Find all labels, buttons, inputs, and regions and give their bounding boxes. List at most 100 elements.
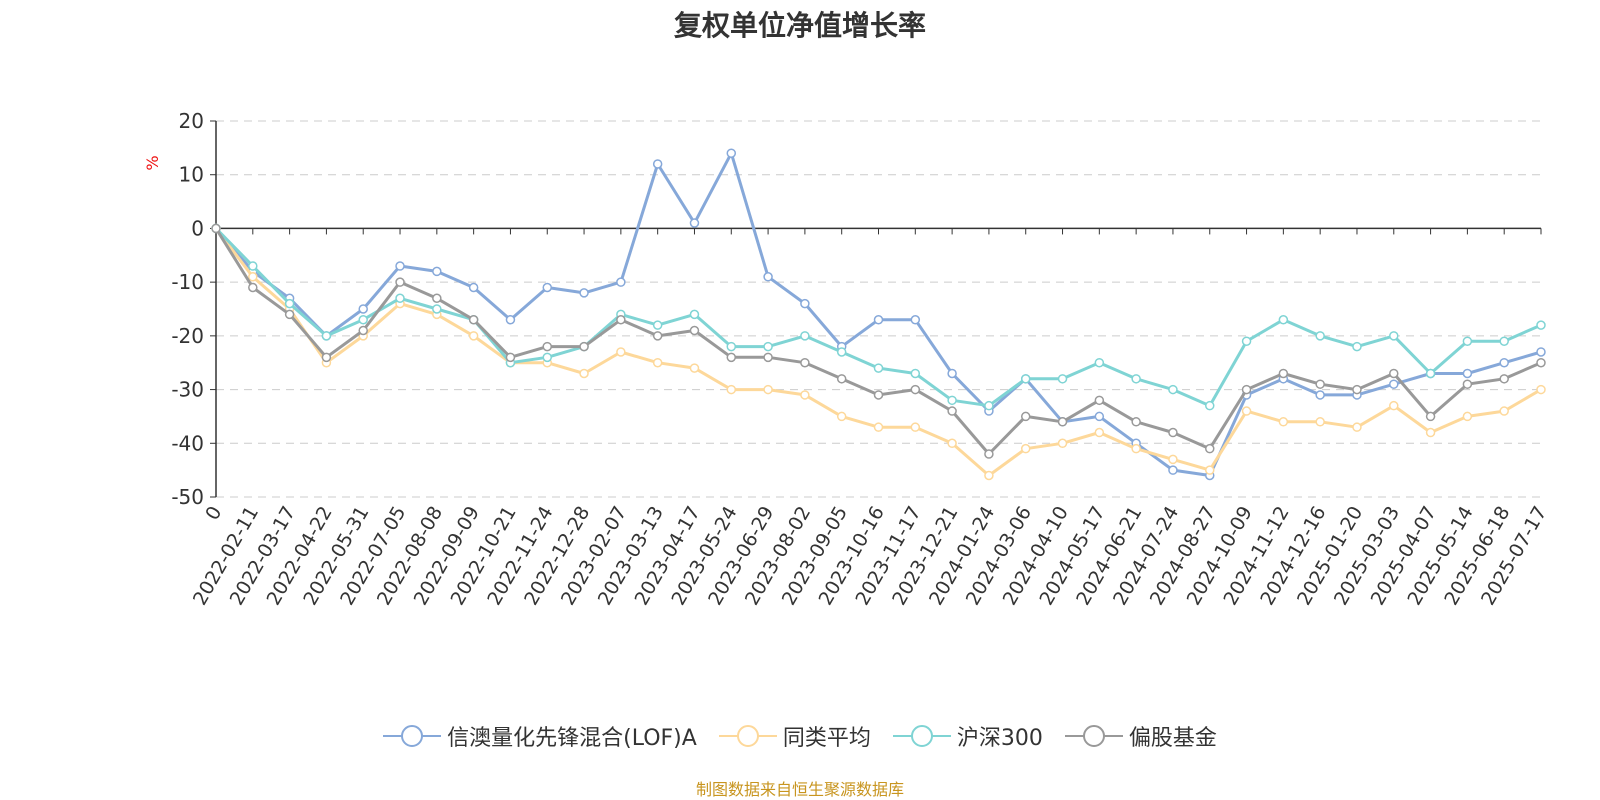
data-point[interactable] [836, 374, 847, 384]
data-point[interactable] [873, 363, 884, 373]
data-point[interactable] [616, 314, 626, 325]
data-point[interactable] [910, 314, 921, 325]
data-point[interactable] [726, 384, 737, 395]
data-point[interactable] [1352, 384, 1362, 395]
data-point[interactable] [1389, 400, 1399, 411]
data-point[interactable] [1168, 465, 1178, 475]
data-point[interactable] [542, 352, 552, 363]
data-point[interactable] [1352, 422, 1362, 432]
data-point[interactable] [689, 218, 700, 228]
data-point[interactable] [910, 422, 921, 432]
data-point[interactable] [1020, 443, 1031, 454]
data-point[interactable] [321, 331, 332, 341]
data-point[interactable] [1389, 368, 1399, 379]
legend-item-1[interactable]: 同类平均 [718, 720, 871, 752]
data-point[interactable] [1536, 384, 1546, 395]
data-point[interactable] [1168, 427, 1178, 438]
data-point[interactable] [1425, 411, 1436, 422]
data-point[interactable] [873, 422, 884, 432]
data-point[interactable] [1315, 417, 1325, 427]
data-point[interactable] [468, 282, 479, 293]
data-point[interactable] [1057, 438, 1068, 449]
data-point[interactable] [358, 304, 368, 314]
data-point[interactable] [689, 325, 700, 336]
data-point[interactable] [800, 390, 810, 400]
data-point[interactable] [1315, 390, 1325, 400]
data-point[interactable] [1205, 400, 1215, 411]
data-point[interactable] [1241, 406, 1252, 416]
data-point[interactable] [726, 148, 737, 158]
legend-item-0[interactable]: 信澳量化先锋混合(LOF)A [383, 720, 697, 752]
data-point[interactable] [505, 352, 516, 363]
data-point[interactable] [321, 352, 332, 363]
data-point[interactable] [1131, 417, 1141, 427]
data-point[interactable] [836, 411, 847, 422]
data-point[interactable] [1094, 411, 1105, 422]
data-point[interactable] [689, 363, 700, 373]
data-point[interactable] [432, 293, 442, 304]
data-point[interactable] [1278, 314, 1289, 325]
data-point[interactable] [1020, 374, 1031, 384]
data-point[interactable] [910, 368, 921, 379]
data-point[interactable] [1278, 417, 1289, 427]
data-point[interactable] [652, 159, 663, 169]
data-point[interactable] [763, 352, 773, 363]
data-point[interactable] [1462, 368, 1473, 379]
data-point[interactable] [763, 384, 773, 395]
data-point[interactable] [395, 277, 405, 287]
data-point[interactable] [910, 384, 921, 395]
data-point[interactable] [579, 368, 589, 379]
data-point[interactable] [395, 261, 405, 271]
data-point[interactable] [1168, 384, 1178, 395]
data-point[interactable] [800, 298, 810, 309]
data-point[interactable] [984, 400, 994, 411]
data-point[interactable] [579, 341, 589, 352]
data-point[interactable] [468, 314, 479, 325]
data-point[interactable] [1131, 374, 1141, 384]
data-point[interactable] [1094, 395, 1105, 406]
data-point[interactable] [1315, 331, 1325, 341]
data-point[interactable] [1499, 336, 1509, 346]
data-point[interactable] [1352, 341, 1362, 352]
data-point[interactable] [1499, 357, 1509, 368]
data-point[interactable] [542, 341, 552, 352]
data-point[interactable] [800, 331, 810, 341]
data-point[interactable] [1020, 411, 1031, 422]
data-point[interactable] [248, 282, 258, 293]
data-point[interactable] [1278, 368, 1289, 379]
data-point[interactable] [1462, 336, 1473, 346]
legend-item-3[interactable]: 偏股基金 [1064, 720, 1217, 752]
data-point[interactable] [1499, 406, 1509, 416]
data-point[interactable] [395, 293, 405, 304]
data-point[interactable] [652, 357, 663, 368]
data-point[interactable] [1462, 411, 1473, 422]
data-point[interactable] [800, 357, 810, 368]
data-point[interactable] [1057, 417, 1068, 427]
data-point[interactable] [1241, 384, 1252, 395]
data-point[interactable] [947, 406, 957, 416]
data-point[interactable] [1315, 379, 1325, 389]
data-point[interactable] [947, 368, 957, 379]
data-point[interactable] [248, 261, 258, 271]
data-point[interactable] [984, 449, 994, 459]
data-point[interactable] [616, 277, 626, 287]
data-point[interactable] [1425, 368, 1436, 379]
data-point[interactable] [836, 347, 847, 357]
data-point[interactable] [763, 272, 773, 282]
data-point[interactable] [1536, 357, 1546, 368]
data-point[interactable] [1241, 336, 1252, 346]
data-point[interactable] [505, 314, 516, 325]
data-point[interactable] [284, 298, 295, 309]
data-point[interactable] [1094, 427, 1105, 438]
data-point[interactable] [616, 347, 626, 357]
data-point[interactable] [358, 314, 368, 325]
data-point[interactable] [1205, 443, 1215, 454]
data-point[interactable] [763, 341, 773, 352]
data-point[interactable] [1536, 347, 1546, 357]
data-point[interactable] [726, 341, 737, 352]
data-point[interactable] [1389, 331, 1399, 341]
data-point[interactable] [358, 325, 368, 336]
data-point[interactable] [652, 331, 663, 341]
data-point[interactable] [873, 314, 884, 325]
data-point[interactable] [579, 288, 589, 298]
